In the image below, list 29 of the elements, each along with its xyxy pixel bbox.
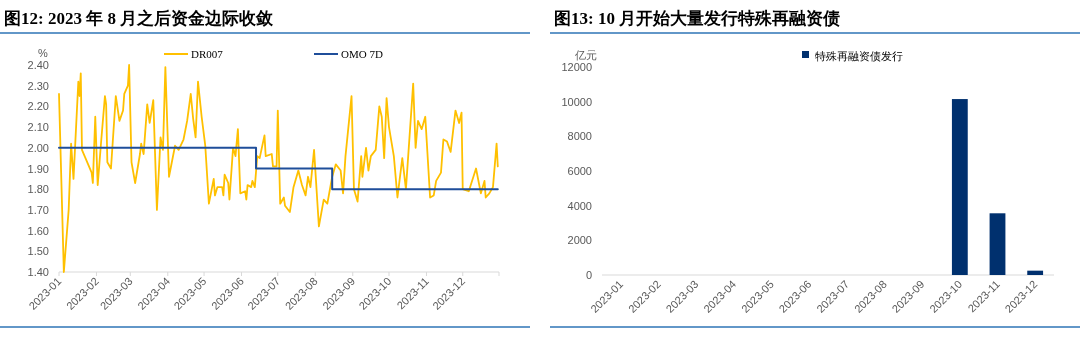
y-tick-label: 2.00: [27, 141, 49, 154]
y-tick-label: 10000: [561, 95, 592, 108]
y-tick-label: 6000: [567, 165, 592, 177]
bar: [951, 99, 968, 275]
y-tick-label: 12000: [561, 61, 592, 73]
y-tick-label: 1.90: [27, 162, 49, 175]
chart-title: 图13: 10 月开始大量发行特殊再融资债: [554, 9, 841, 28]
bar: [989, 213, 1006, 275]
chart-title: 图12: 2023 年 8 月之后资金边际收敛: [4, 9, 275, 28]
legend-label: DR007: [191, 48, 224, 60]
y-tick-label: 1.50: [27, 245, 49, 258]
y-tick-label: 1.70: [27, 203, 49, 216]
y-tick-label: 2.10: [27, 121, 49, 134]
legend-label: 特殊再融资债发行: [815, 50, 903, 62]
y-axis-title: %: [38, 47, 49, 59]
y-axis-title: 亿元: [574, 49, 597, 61]
bar: [1027, 270, 1044, 275]
y-tick-label: 1.80: [27, 183, 49, 196]
y-tick-label: 8000: [567, 130, 592, 143]
y-tick-label: 2.30: [27, 79, 49, 92]
y-tick-label: 2.40: [27, 59, 49, 71]
y-tick-label: 2.20: [27, 100, 49, 113]
y-tick-label: 2000: [567, 234, 592, 247]
y-tick-label: 1.40: [27, 266, 49, 278]
y-tick-label: 4000: [567, 199, 592, 212]
y-tick-label: 1.60: [27, 224, 49, 237]
y-tick-label: 0: [585, 269, 592, 281]
legend-label: OMO 7D: [341, 48, 383, 60]
line-series: [58, 64, 499, 273]
